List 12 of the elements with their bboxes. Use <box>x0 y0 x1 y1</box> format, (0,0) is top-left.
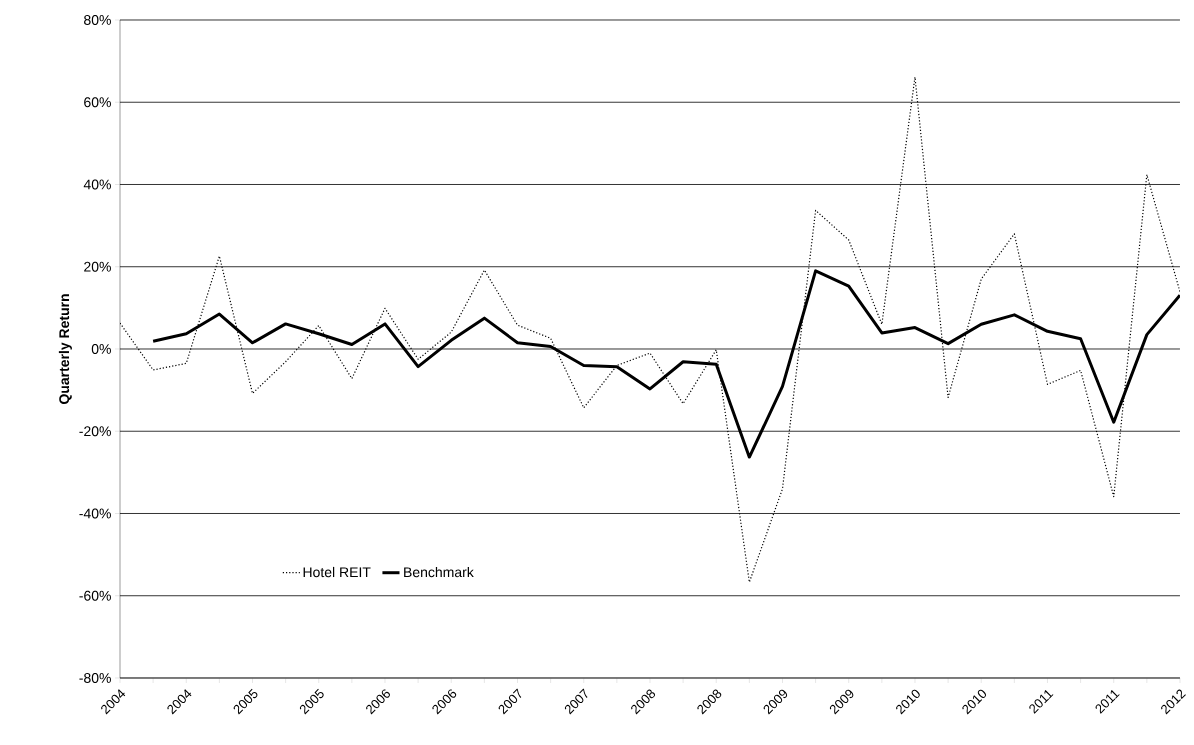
y-tick-label: -60% <box>79 590 111 601</box>
y-tick-label: -20% <box>79 426 111 437</box>
y-tick-label: -80% <box>79 673 111 683</box>
y-tick-label: 0% <box>91 344 111 354</box>
y-axis-title: Quarterly Return <box>58 294 72 405</box>
y-tick-label: 40% <box>83 179 111 190</box>
y-tick-label: 80% <box>84 15 111 25</box>
legend-label: Hotel REIT <box>303 566 371 578</box>
y-tick-label: 60% <box>84 97 111 108</box>
y-tick-label: -40% <box>79 508 111 519</box>
legend-label: Benchmark <box>404 566 474 578</box>
y-tick-label: 20% <box>84 261 111 272</box>
